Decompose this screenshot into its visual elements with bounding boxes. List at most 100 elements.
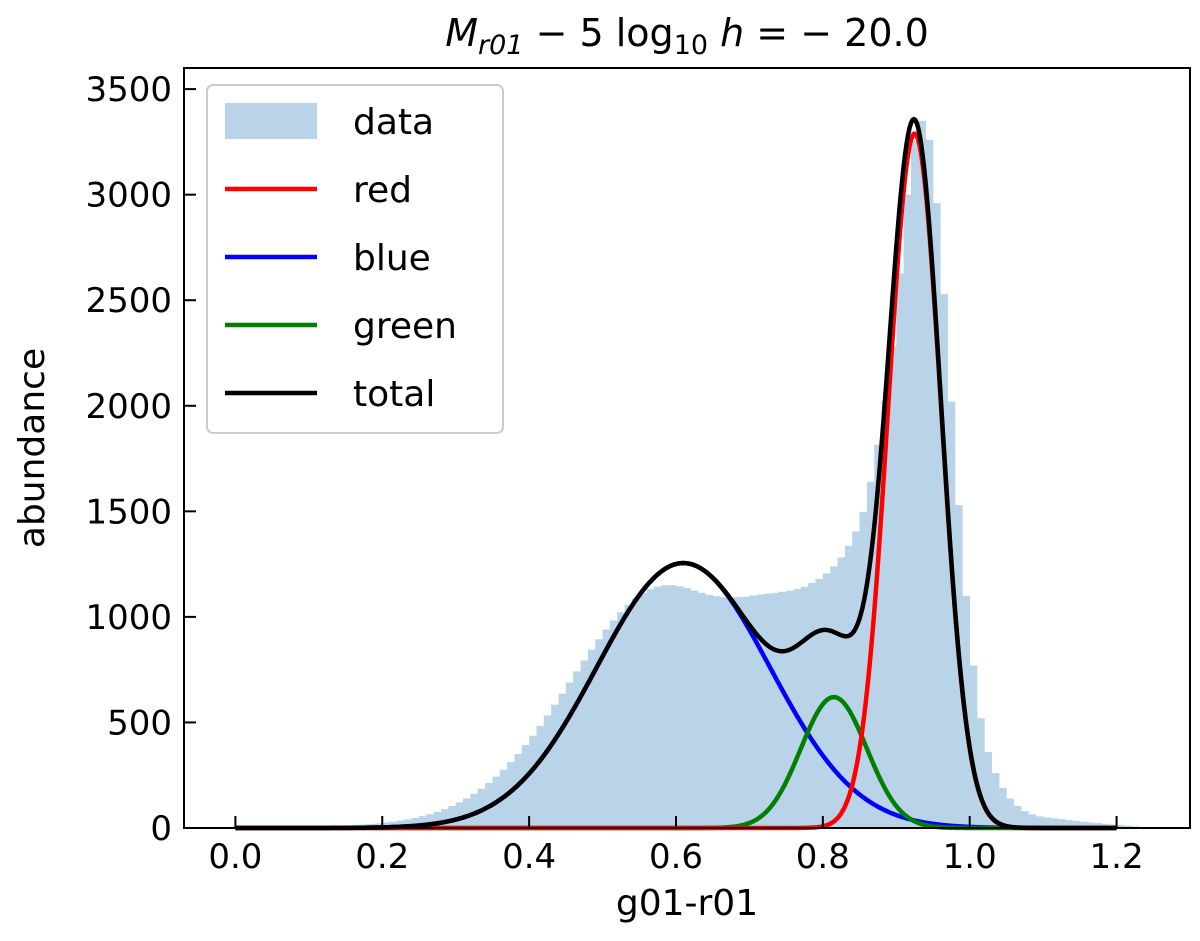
y-tick-label: 0 bbox=[150, 809, 172, 849]
plot-frame bbox=[183, 67, 1191, 829]
histogram-bar bbox=[999, 787, 1007, 828]
histogram-bar bbox=[712, 596, 721, 828]
histogram-bar bbox=[984, 752, 993, 828]
y-tick-label: 2500 bbox=[85, 281, 172, 321]
histogram-bar bbox=[705, 594, 713, 828]
histogram-bar bbox=[543, 715, 552, 828]
histogram-bar bbox=[404, 819, 412, 828]
histogram-bar bbox=[727, 597, 736, 828]
histogram-bar bbox=[617, 612, 625, 828]
x-axis-title: g01-r01 bbox=[616, 883, 758, 924]
histogram-bar bbox=[771, 592, 780, 828]
histogram-bar bbox=[1072, 820, 1081, 828]
histogram-bar bbox=[903, 194, 912, 829]
histogram-bar bbox=[698, 592, 706, 828]
histogram-bar bbox=[558, 693, 567, 828]
histogram-bar bbox=[918, 120, 926, 828]
histogram-bar bbox=[1087, 822, 1095, 828]
histogram-bar bbox=[1116, 825, 1125, 828]
histogram-bar bbox=[595, 639, 603, 828]
histogram-bar bbox=[639, 593, 647, 828]
histogram-bar bbox=[874, 444, 882, 828]
histogram-bar bbox=[720, 597, 728, 828]
histogram-bar bbox=[969, 665, 978, 828]
histogram-bar bbox=[756, 594, 765, 828]
histogram-bar bbox=[580, 660, 589, 828]
histogram-bar bbox=[859, 512, 868, 828]
histogram-bar bbox=[793, 589, 802, 828]
x-axis-ticks: 0.0 0.2 0.4 0.6 0.8 1.0 1.2 bbox=[208, 816, 1144, 877]
histogram-bar bbox=[1021, 811, 1029, 828]
histogram-bar bbox=[441, 809, 449, 828]
histogram-bar bbox=[411, 817, 420, 828]
histogram-bar bbox=[463, 798, 471, 828]
histogram-bar bbox=[888, 346, 897, 828]
histogram-bar bbox=[1006, 798, 1015, 828]
histogram-bar bbox=[536, 725, 545, 828]
histogram-bar bbox=[690, 590, 699, 828]
x-tick-label: 0.2 bbox=[355, 837, 409, 877]
histogram-bar bbox=[932, 203, 941, 829]
legend: data red blue green total bbox=[206, 84, 504, 434]
histogram-bar bbox=[800, 586, 809, 828]
histogram-bar bbox=[815, 578, 824, 828]
histogram-bar bbox=[742, 596, 750, 828]
x-tick-label: 0.8 bbox=[796, 837, 850, 877]
y-tick-label: 3000 bbox=[85, 176, 172, 216]
y-tick-label: 1000 bbox=[85, 598, 172, 638]
x-tick-label: 0.6 bbox=[649, 837, 703, 877]
histogram-bar bbox=[764, 593, 772, 828]
legend-label-red: red bbox=[353, 170, 412, 211]
histogram-bar bbox=[470, 793, 479, 828]
histogram-bar bbox=[786, 590, 794, 828]
x-tick-label: 0.4 bbox=[502, 837, 556, 877]
histogram-bar bbox=[910, 140, 919, 828]
histogram-bar bbox=[896, 273, 904, 828]
histogram-bar bbox=[565, 682, 574, 828]
histogram-bar bbox=[808, 583, 816, 828]
histogram-bar bbox=[947, 401, 956, 828]
legend-box bbox=[206, 84, 504, 434]
histogram-bar bbox=[778, 591, 787, 828]
histogram-bar bbox=[925, 139, 934, 828]
histogram-bar bbox=[1094, 823, 1103, 828]
histogram-bar bbox=[734, 597, 743, 828]
y-tick-label: 500 bbox=[107, 703, 172, 743]
histogram-bar bbox=[1123, 825, 1132, 828]
histogram-bar bbox=[418, 816, 427, 828]
histogram-bar bbox=[426, 814, 434, 828]
histogram-bar bbox=[749, 595, 758, 828]
legend-label-total: total bbox=[353, 374, 435, 415]
legend-swatch-data bbox=[225, 103, 317, 139]
x-tick-label: 1.2 bbox=[1090, 837, 1144, 877]
histogram-bar bbox=[1028, 814, 1037, 828]
histogram-bar bbox=[653, 586, 662, 828]
histogram-bar bbox=[624, 604, 633, 828]
y-tick-label: 1500 bbox=[85, 492, 172, 532]
histogram-bar bbox=[940, 293, 948, 828]
chart-title: Mr01 − 5 log10 h = − 20.0 bbox=[445, 11, 929, 61]
histogram-bar bbox=[646, 589, 655, 828]
y-axis-title: abundance bbox=[12, 348, 53, 548]
x-tick-label: 1.0 bbox=[943, 837, 997, 877]
legend-label-data: data bbox=[353, 102, 434, 143]
histogram-bar bbox=[683, 588, 691, 828]
histogram-bar bbox=[881, 400, 890, 828]
histogram-bar bbox=[661, 585, 669, 828]
histogram-bar bbox=[1035, 816, 1044, 828]
histogram-bar bbox=[844, 545, 853, 828]
histogram-bar bbox=[675, 586, 684, 828]
histogram-bar bbox=[1043, 817, 1051, 828]
histogram-bar bbox=[602, 629, 611, 828]
histogram-bar bbox=[514, 753, 523, 828]
histogram-bar bbox=[573, 671, 581, 828]
histogram-bar bbox=[587, 649, 596, 828]
legend-label-green: green bbox=[353, 306, 457, 347]
histogram-bar bbox=[977, 718, 985, 828]
x-tick-label: 0.0 bbox=[208, 837, 262, 877]
histogram-bar bbox=[396, 820, 405, 828]
legend-label-blue: blue bbox=[353, 238, 431, 279]
y-tick-label: 2000 bbox=[85, 387, 172, 427]
